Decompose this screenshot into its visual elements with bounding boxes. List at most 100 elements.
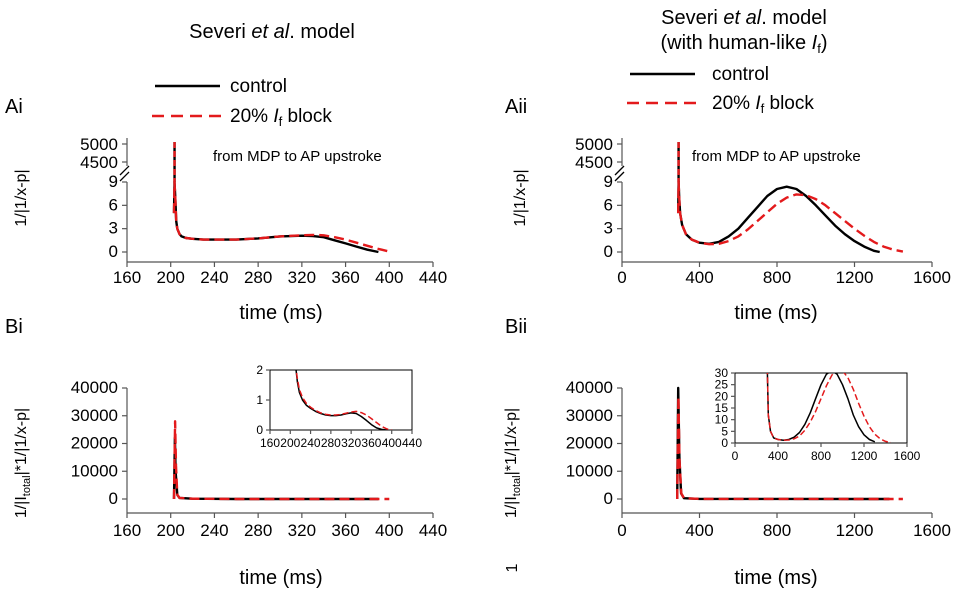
x-tick-label: 240: [200, 268, 228, 287]
y-tick-label: 20000: [566, 434, 613, 453]
series-line-control: [172, 180, 379, 254]
inset-x-tick-label: 320: [341, 436, 361, 450]
legend-block-label: 20% If block: [712, 93, 814, 116]
annotation-ai: from MDP to AP upstroke: [213, 148, 382, 165]
y-tick-label: 6: [109, 195, 118, 214]
x-axis-title-bi: time (ms): [239, 567, 322, 589]
y-tick-label: 0: [109, 489, 118, 508]
y-tick-label: 3: [604, 219, 613, 238]
panel-bii-plot: 0 400 800 1200 1600 0 10000 20000 30000 40000 0 400…: [566, 366, 951, 540]
series-line-block: [766, 373, 892, 443]
y-tick-label: 0: [604, 242, 613, 261]
x-tick-label: 1200: [836, 521, 874, 540]
y-tick-label: 6: [604, 195, 613, 214]
x-tick-label: 1600: [913, 268, 951, 287]
y-tick-label: 9: [604, 172, 613, 191]
stray-label: 1: [504, 563, 521, 572]
inset-x-tick-label: 400: [768, 449, 788, 463]
inset-y-tick-label: 20: [715, 389, 729, 403]
inset-y-tick-label: 2: [256, 363, 263, 377]
inset-x-tick-label: 0: [732, 449, 739, 463]
x-axis-title-ai: time (ms): [239, 302, 322, 324]
x-tick-label: 1200: [836, 268, 874, 287]
x-tick-label: 160: [113, 268, 141, 287]
y-axis-title-aii: 1/|1/x-p|: [512, 169, 529, 226]
x-tick-label: 160: [113, 521, 141, 540]
x-axis-title-aii: time (ms): [734, 302, 817, 324]
x-tick-label: 280: [244, 521, 272, 540]
left-title: Severi et al. model: [189, 21, 355, 43]
y-tick-label: 0: [604, 489, 613, 508]
series-line-block: [676, 395, 903, 501]
inset-x-tick-label: 280: [321, 436, 341, 450]
y-tick-label: 0: [109, 242, 118, 261]
y-tick-label: 10000: [71, 461, 118, 480]
x-tick-label: 400: [685, 521, 713, 540]
series-line-control: [677, 180, 880, 254]
inset-y-tick-label: 1: [256, 393, 263, 407]
x-tick-label: 400: [375, 268, 403, 287]
y-tick-label: 10000: [566, 461, 613, 480]
annotation-aii: from MDP to AP upstroke: [692, 148, 861, 165]
inset-x-tick-label: 400: [382, 436, 402, 450]
x-tick-label: 360: [331, 521, 359, 540]
inset-x-tick-label: 240: [301, 436, 321, 450]
x-tick-label: 0: [617, 521, 626, 540]
inset-x-tick-label: 360: [361, 436, 381, 450]
x-tick-label: 280: [244, 268, 272, 287]
panel-label-aii: Aii: [505, 96, 527, 118]
series-line-block: [172, 420, 390, 501]
y-tick-label: 4500: [575, 153, 613, 172]
inset-y-tick-label: 15: [715, 401, 729, 415]
x-tick-label: 440: [419, 268, 447, 287]
panel-label-bi: Bi: [5, 316, 23, 338]
x-tick-label: 1600: [913, 521, 951, 540]
y-tick-label: 20000: [71, 434, 118, 453]
inset-x-tick-label: 160: [260, 436, 280, 450]
right-title-line2: (with human-like If): [660, 32, 827, 56]
y-tick-label: 3: [109, 219, 118, 238]
inset-y-tick-label: 30: [715, 366, 729, 380]
y-tick-label: 30000: [71, 406, 118, 425]
inset-x-tick-label: 200: [280, 436, 300, 450]
legend-control-label: control: [230, 76, 287, 97]
inset-frame: [269, 369, 413, 431]
x-tick-label: 800: [763, 521, 791, 540]
x-tick-label: 200: [157, 268, 185, 287]
axis-break-mark: [614, 165, 625, 176]
y-tick-label: 40000: [71, 378, 118, 397]
series-line-block: [172, 180, 390, 253]
legend-block-label: 20% If block: [230, 106, 332, 129]
inset-x-tick-label: 1600: [894, 449, 921, 463]
x-tick-label: 0: [617, 268, 626, 287]
y-tick-label: 5000: [575, 135, 613, 154]
y-tick-label: 30000: [566, 406, 613, 425]
x-tick-label: 200: [157, 521, 185, 540]
inset-y-tick-label: 0: [256, 423, 263, 437]
inset-y-tick-label: 10: [715, 413, 729, 427]
inset-y-tick-label: 5: [721, 424, 728, 438]
series-line-block: [677, 180, 904, 253]
x-tick-label: 240: [200, 521, 228, 540]
legend-left: control 20% If block: [152, 76, 332, 129]
y-tick-label: 40000: [566, 378, 613, 397]
panel-bi-plot: 160 200 240 280 320 360 400 4400100002000030000…: [71, 363, 447, 540]
x-tick-label: 360: [331, 268, 359, 287]
x-axis-title-bii: time (ms): [734, 567, 817, 589]
panel-label-bii: Bii: [505, 316, 527, 338]
x-tick-label: 320: [288, 268, 316, 287]
y-axis-title-bi: 1/|Itotal|*1/|1/x-p|: [13, 408, 33, 518]
axis-break-mark: [119, 165, 130, 176]
y-tick-label: 5000: [80, 135, 118, 154]
y-tick-label: 9: [109, 172, 118, 191]
legend-right: control 20% If block: [627, 64, 814, 116]
inset-x-tick-label: 1200: [851, 449, 878, 463]
axis-break-mark: [614, 171, 625, 182]
x-tick-label: 400: [375, 521, 403, 540]
series-line-block: [295, 370, 392, 430]
y-axis-title-ai: 1/|1/x-p|: [13, 169, 30, 226]
x-tick-label: 440: [419, 521, 447, 540]
